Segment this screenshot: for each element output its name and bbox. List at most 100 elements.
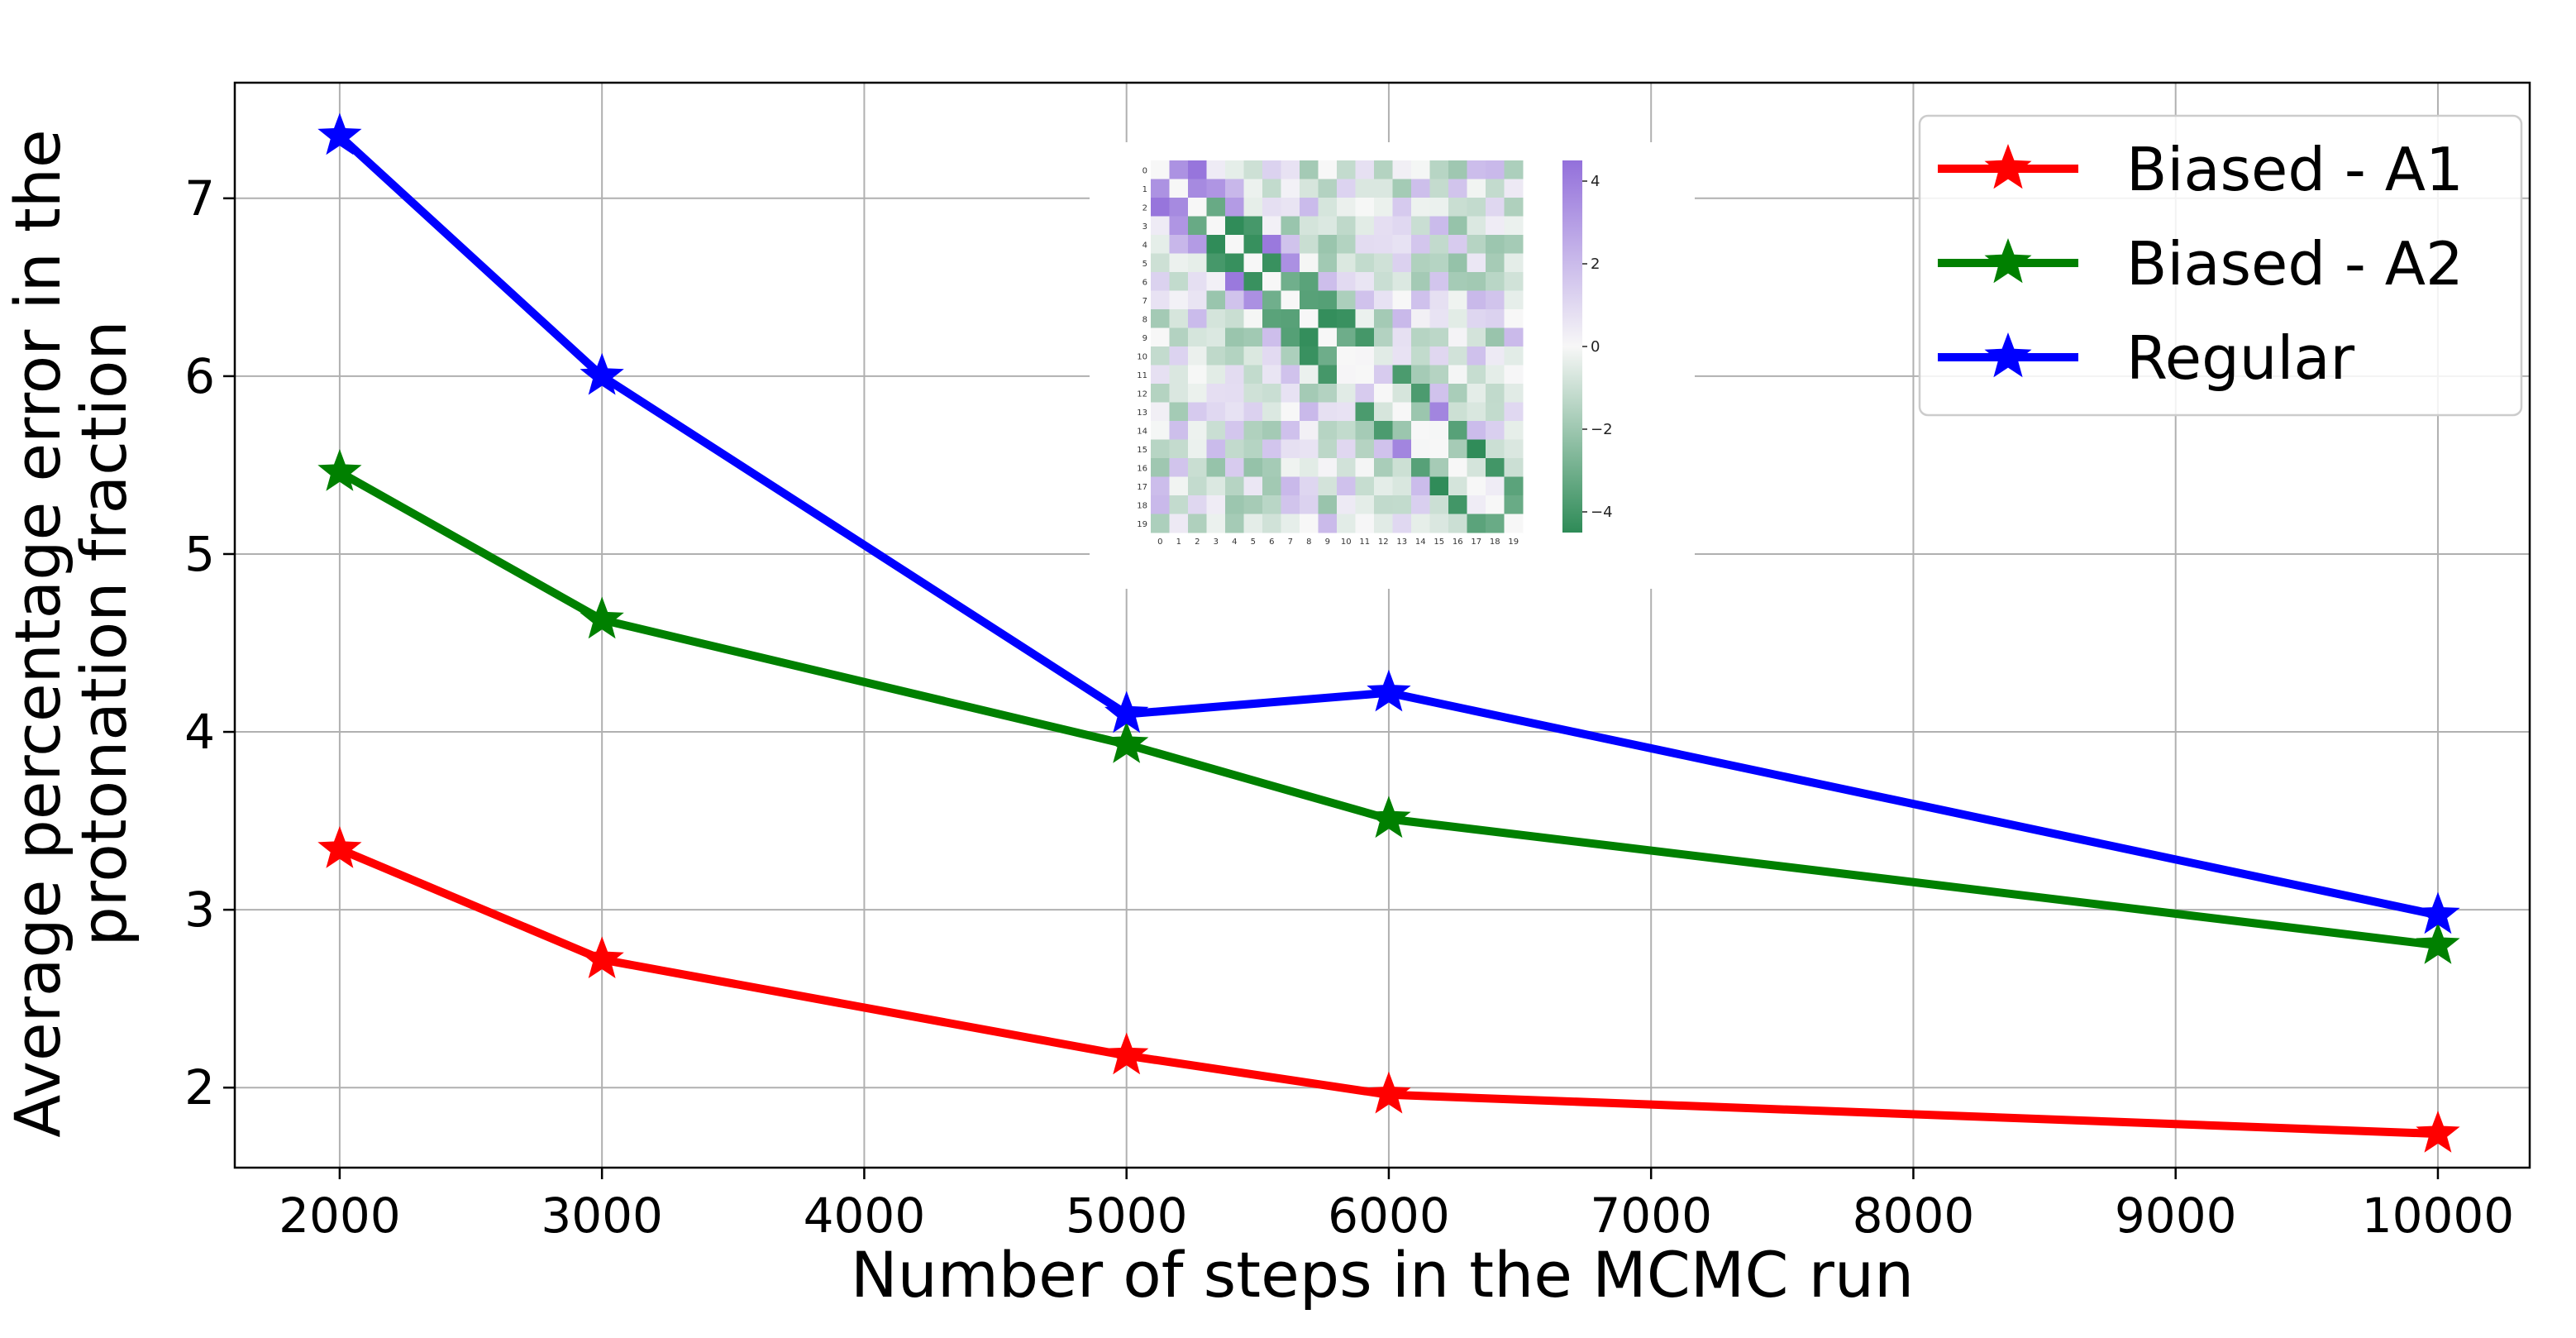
heatmap-cell xyxy=(1429,495,1449,514)
inset-y-tick-label: 7 xyxy=(1143,297,1147,306)
heatmap-cell xyxy=(1243,402,1263,422)
heatmap-cell xyxy=(1262,272,1281,291)
heatmap-cell xyxy=(1225,458,1244,477)
heatmap-cell xyxy=(1337,365,1356,385)
data-point xyxy=(580,352,624,395)
heatmap-cell xyxy=(1169,495,1189,514)
heatmap-cell xyxy=(1504,421,1524,440)
heatmap-cell xyxy=(1411,216,1430,236)
heatmap-cell xyxy=(1355,235,1375,254)
heatmap-cell xyxy=(1337,309,1356,328)
plot-frame xyxy=(233,81,2531,1169)
inset-y-tick-label: 13 xyxy=(1137,409,1147,418)
heatmap-cell xyxy=(1243,235,1263,254)
heatmap-cell xyxy=(1411,402,1430,422)
heatmap-cell xyxy=(1225,216,1244,236)
heatmap-cell xyxy=(1448,421,1467,440)
heatmap-cell xyxy=(1448,327,1467,347)
heatmap-cell xyxy=(1467,402,1486,422)
heatmap-cell xyxy=(1374,495,1393,514)
heatmap-cell xyxy=(1281,476,1300,496)
heatmap-cell xyxy=(1300,216,1319,236)
heatmap-cell xyxy=(1225,514,1244,533)
heatmap-cell xyxy=(1429,458,1449,477)
heatmap-cell xyxy=(1262,179,1281,198)
x-axis-label: Number of steps in the MCMC run xyxy=(851,1238,1914,1312)
heatmap-cell xyxy=(1169,272,1189,291)
heatmap-cell xyxy=(1504,365,1524,385)
heatmap-cell xyxy=(1151,495,1170,514)
inset-x-tick-label: 8 xyxy=(1306,538,1311,547)
legend-item: Biased - A1 xyxy=(1938,135,2464,204)
heatmap-cell xyxy=(1151,458,1170,477)
heatmap-cell xyxy=(1467,421,1486,440)
heatmap-cell xyxy=(1504,514,1524,533)
heatmap-cell xyxy=(1392,160,1412,179)
heatmap-cell xyxy=(1188,384,1207,403)
legend: Biased - A1 Biased - A2 Regular xyxy=(1918,114,2523,417)
heatmap-cell xyxy=(1355,290,1375,310)
heatmap-cell xyxy=(1504,179,1524,198)
heatmap-cell xyxy=(1448,514,1467,533)
heatmap-cell xyxy=(1262,439,1281,459)
inset-y-tick-label: 9 xyxy=(1143,334,1147,343)
heatmap-cell xyxy=(1504,495,1524,514)
heatmap-cell xyxy=(1467,476,1486,496)
heatmap-cell xyxy=(1429,365,1449,385)
heatmap-cell xyxy=(1318,272,1338,291)
heatmap-cell xyxy=(1374,421,1393,440)
heatmap-cell xyxy=(1374,198,1393,217)
heatmap-cell xyxy=(1243,198,1263,217)
inset-colorbar-tick-label: 0 xyxy=(1591,338,1600,356)
heatmap-cell xyxy=(1448,253,1467,273)
heatmap-cell xyxy=(1355,272,1375,291)
legend-marker xyxy=(1984,144,2032,189)
heatmap-cell xyxy=(1169,384,1189,403)
heatmap-cell xyxy=(1411,384,1430,403)
data-point xyxy=(317,449,362,491)
heatmap-cell xyxy=(1225,346,1244,366)
x-tick-label: 7000 xyxy=(1590,1187,1712,1244)
heatmap-cell xyxy=(1392,198,1412,217)
inset-x-tick-label: 18 xyxy=(1490,538,1500,547)
heatmap-cell xyxy=(1448,309,1467,328)
heatmap-cell xyxy=(1467,179,1486,198)
heatmap-cell xyxy=(1300,476,1319,496)
heatmap-cell xyxy=(1429,216,1449,236)
heatmap-cell xyxy=(1504,198,1524,217)
heatmap-cell xyxy=(1374,439,1393,459)
heatmap-cell xyxy=(1448,439,1467,459)
y-tick-label: 7 xyxy=(184,170,215,227)
heatmap-cell xyxy=(1448,179,1467,198)
heatmap-cell xyxy=(1318,402,1338,422)
inset-x-tick-label: 17 xyxy=(1471,538,1481,547)
heatmap-cell xyxy=(1355,365,1375,385)
heatmap-cell xyxy=(1206,476,1226,496)
heatmap-cell xyxy=(1504,384,1524,403)
heatmap-cell xyxy=(1374,514,1393,533)
heatmap-cell xyxy=(1151,198,1170,217)
legend-marker xyxy=(1984,238,2032,284)
heatmap-cell xyxy=(1281,179,1300,198)
heatmap-cell xyxy=(1486,402,1505,422)
heatmap-cell xyxy=(1429,327,1449,347)
heatmap-cell xyxy=(1337,439,1356,459)
x-tick-label: 9000 xyxy=(2115,1187,2237,1244)
y-axis-label-line-2: protonation fraction xyxy=(67,320,141,946)
x-tick-label: 6000 xyxy=(1328,1187,1450,1244)
heatmap-cell xyxy=(1169,253,1189,273)
inset-y-tick-label: 4 xyxy=(1143,241,1147,250)
legend-item: Regular xyxy=(1938,323,2355,393)
heatmap-cell xyxy=(1429,346,1449,366)
heatmap-cell xyxy=(1467,346,1486,366)
x-tick-label: 10000 xyxy=(2362,1187,2515,1244)
heatmap-cell xyxy=(1151,253,1170,273)
heatmap-cell xyxy=(1448,272,1467,291)
heatmap-cell xyxy=(1337,514,1356,533)
heatmap-cell xyxy=(1448,458,1467,477)
heatmap-cell xyxy=(1243,495,1263,514)
heatmap-cell xyxy=(1504,476,1524,496)
heatmap-cell xyxy=(1448,476,1467,496)
heatmap-cell xyxy=(1225,384,1244,403)
